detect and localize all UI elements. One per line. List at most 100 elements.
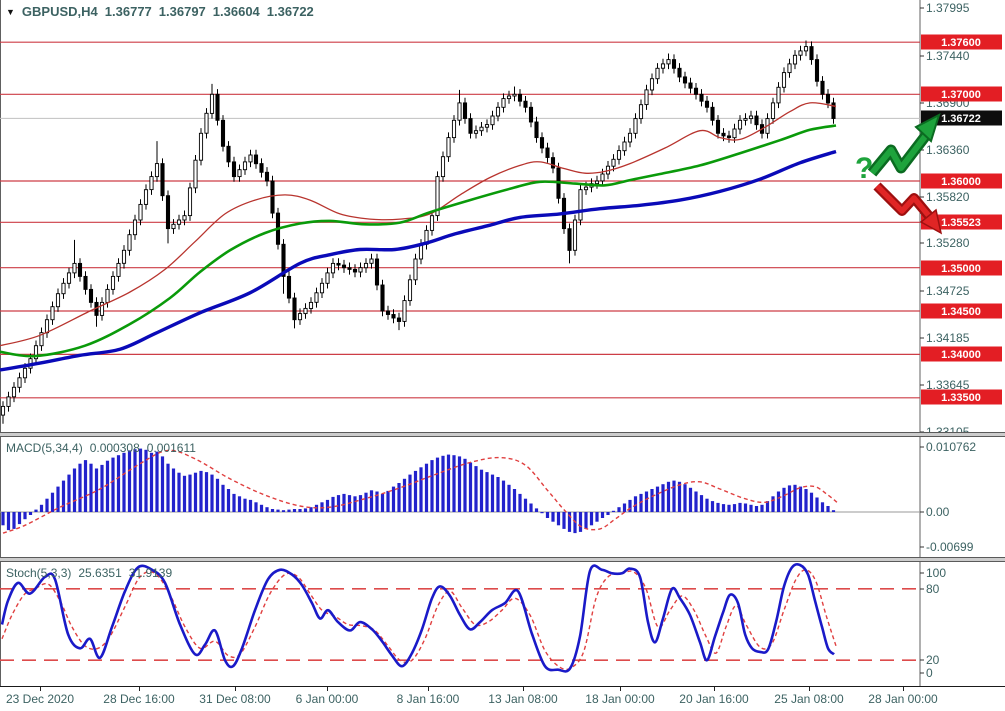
candle (462, 102, 468, 119)
candle (308, 301, 314, 309)
macd-histogram-bar (655, 486, 660, 512)
candle (715, 119, 721, 134)
macd-histogram-bar (358, 495, 363, 512)
macd-histogram-bar (61, 480, 66, 512)
macd-histogram-bar (545, 512, 550, 518)
macd-histogram-bar (133, 449, 137, 512)
candle (336, 262, 341, 266)
candle (396, 317, 402, 322)
macd-histogram-bar (188, 474, 192, 512)
candle (473, 130, 479, 134)
macd-histogram-bar (1, 512, 5, 526)
stoch-tick-label: 20 (926, 653, 940, 667)
time-label: 6 Jan 00:00 (295, 692, 359, 706)
symbol-timeframe-label: GBPUSD,H4 (21, 4, 98, 19)
candle (732, 128, 737, 139)
candle (226, 145, 231, 163)
candle (407, 279, 413, 302)
candle (798, 50, 803, 56)
macd-histogram-bar (155, 451, 159, 512)
candle (611, 158, 616, 167)
stoch-signal-value: 31.9139 (128, 566, 173, 580)
candle (242, 161, 248, 171)
macd-histogram-bar (303, 508, 308, 512)
candle (693, 87, 699, 95)
macd-histogram-bar (820, 502, 825, 512)
candle (264, 171, 270, 182)
candle (704, 100, 710, 108)
candle (231, 161, 237, 178)
candle (594, 180, 600, 185)
macd-histogram-bar (270, 509, 275, 512)
macd-histogram-bar (94, 468, 99, 512)
macd-histogram-bar (287, 509, 291, 512)
macd-panel[interactable]: 0.010762 0.00 -0.00699 (0, 437, 1005, 557)
collapse-triangle-icon[interactable]: ▼ (6, 6, 15, 17)
candle (550, 157, 556, 169)
current-price-badge-label: 1.36722 (941, 113, 981, 125)
panel-splitter[interactable] (0, 557, 1005, 562)
macd-histogram-bar (232, 493, 236, 512)
price-level-badge (921, 260, 1002, 276)
macd-histogram-bar (160, 456, 165, 512)
macd-histogram-bar (45, 498, 49, 512)
macd-histogram-bar (386, 490, 390, 512)
macd-histogram-bar (639, 493, 643, 512)
candle (583, 186, 589, 191)
candle (809, 46, 814, 61)
candle (512, 93, 517, 97)
candle (369, 258, 374, 264)
candle (528, 106, 534, 123)
candle (402, 300, 407, 322)
macd-histogram-bar (67, 474, 71, 512)
macd-histogram-bar (89, 463, 93, 512)
time-label: 28 Jan 00:00 (868, 692, 938, 706)
macd-tick-label: 0.010762 (926, 440, 976, 454)
candle (198, 132, 204, 161)
macd-histogram-bar (606, 512, 610, 515)
price-tick-label: 1.35280 (926, 236, 970, 250)
down-arrow-icon (875, 184, 932, 218)
macd-histogram-bar (391, 486, 396, 512)
panel-splitter[interactable] (0, 432, 1005, 437)
macd-histogram-bar (78, 463, 82, 512)
candle (363, 262, 369, 269)
macd-value: 0.000308 (89, 441, 140, 455)
candle (517, 93, 523, 102)
candle (754, 115, 759, 126)
candle (209, 93, 215, 114)
macd-histogram-bar (204, 472, 209, 512)
candle (446, 137, 451, 158)
time-label: 25 Jan 08:00 (774, 692, 844, 706)
candle (721, 132, 726, 137)
price-panel[interactable]: 1.379951.374401.369001.363601.358201.352… (0, 0, 1005, 437)
macd-histogram-bar (259, 504, 264, 512)
candle (737, 119, 743, 130)
macd-tick-label: 0.00 (926, 505, 950, 519)
macd-histogram-bar (595, 512, 599, 522)
candle (600, 173, 605, 182)
macd-histogram-bar (144, 449, 148, 512)
macd-histogram-bar (721, 504, 726, 512)
macd-histogram-bar (72, 468, 77, 512)
trend-annotation[interactable]: ? (855, 113, 943, 235)
time-axis[interactable]: 23 Dec 2020 28 Dec 16:00 31 Dec 08:00 6 Jan… (0, 686, 1005, 711)
macd-histogram-bar (105, 460, 110, 512)
macd-histogram-bar (600, 512, 605, 518)
macd-histogram-bar (666, 481, 671, 512)
candle (451, 119, 457, 139)
macd-name: MACD(5,34,4) (6, 441, 83, 455)
macd-histogram-bar (424, 463, 429, 512)
candle (468, 118, 473, 134)
candle (743, 118, 748, 121)
price-tick-label: 1.36360 (926, 143, 970, 157)
stoch-tick-label: 0 (926, 666, 933, 680)
candle (413, 258, 418, 281)
macd-histogram-bar (430, 460, 434, 512)
macd-histogram-bar (804, 489, 808, 512)
stoch-panel[interactable]: 100 80 200 (0, 562, 1005, 686)
macd-histogram-bar (754, 506, 759, 512)
macd-histogram-bar (149, 452, 154, 512)
quote-close: 1.36722 (266, 4, 314, 19)
time-tick (523, 687, 524, 691)
